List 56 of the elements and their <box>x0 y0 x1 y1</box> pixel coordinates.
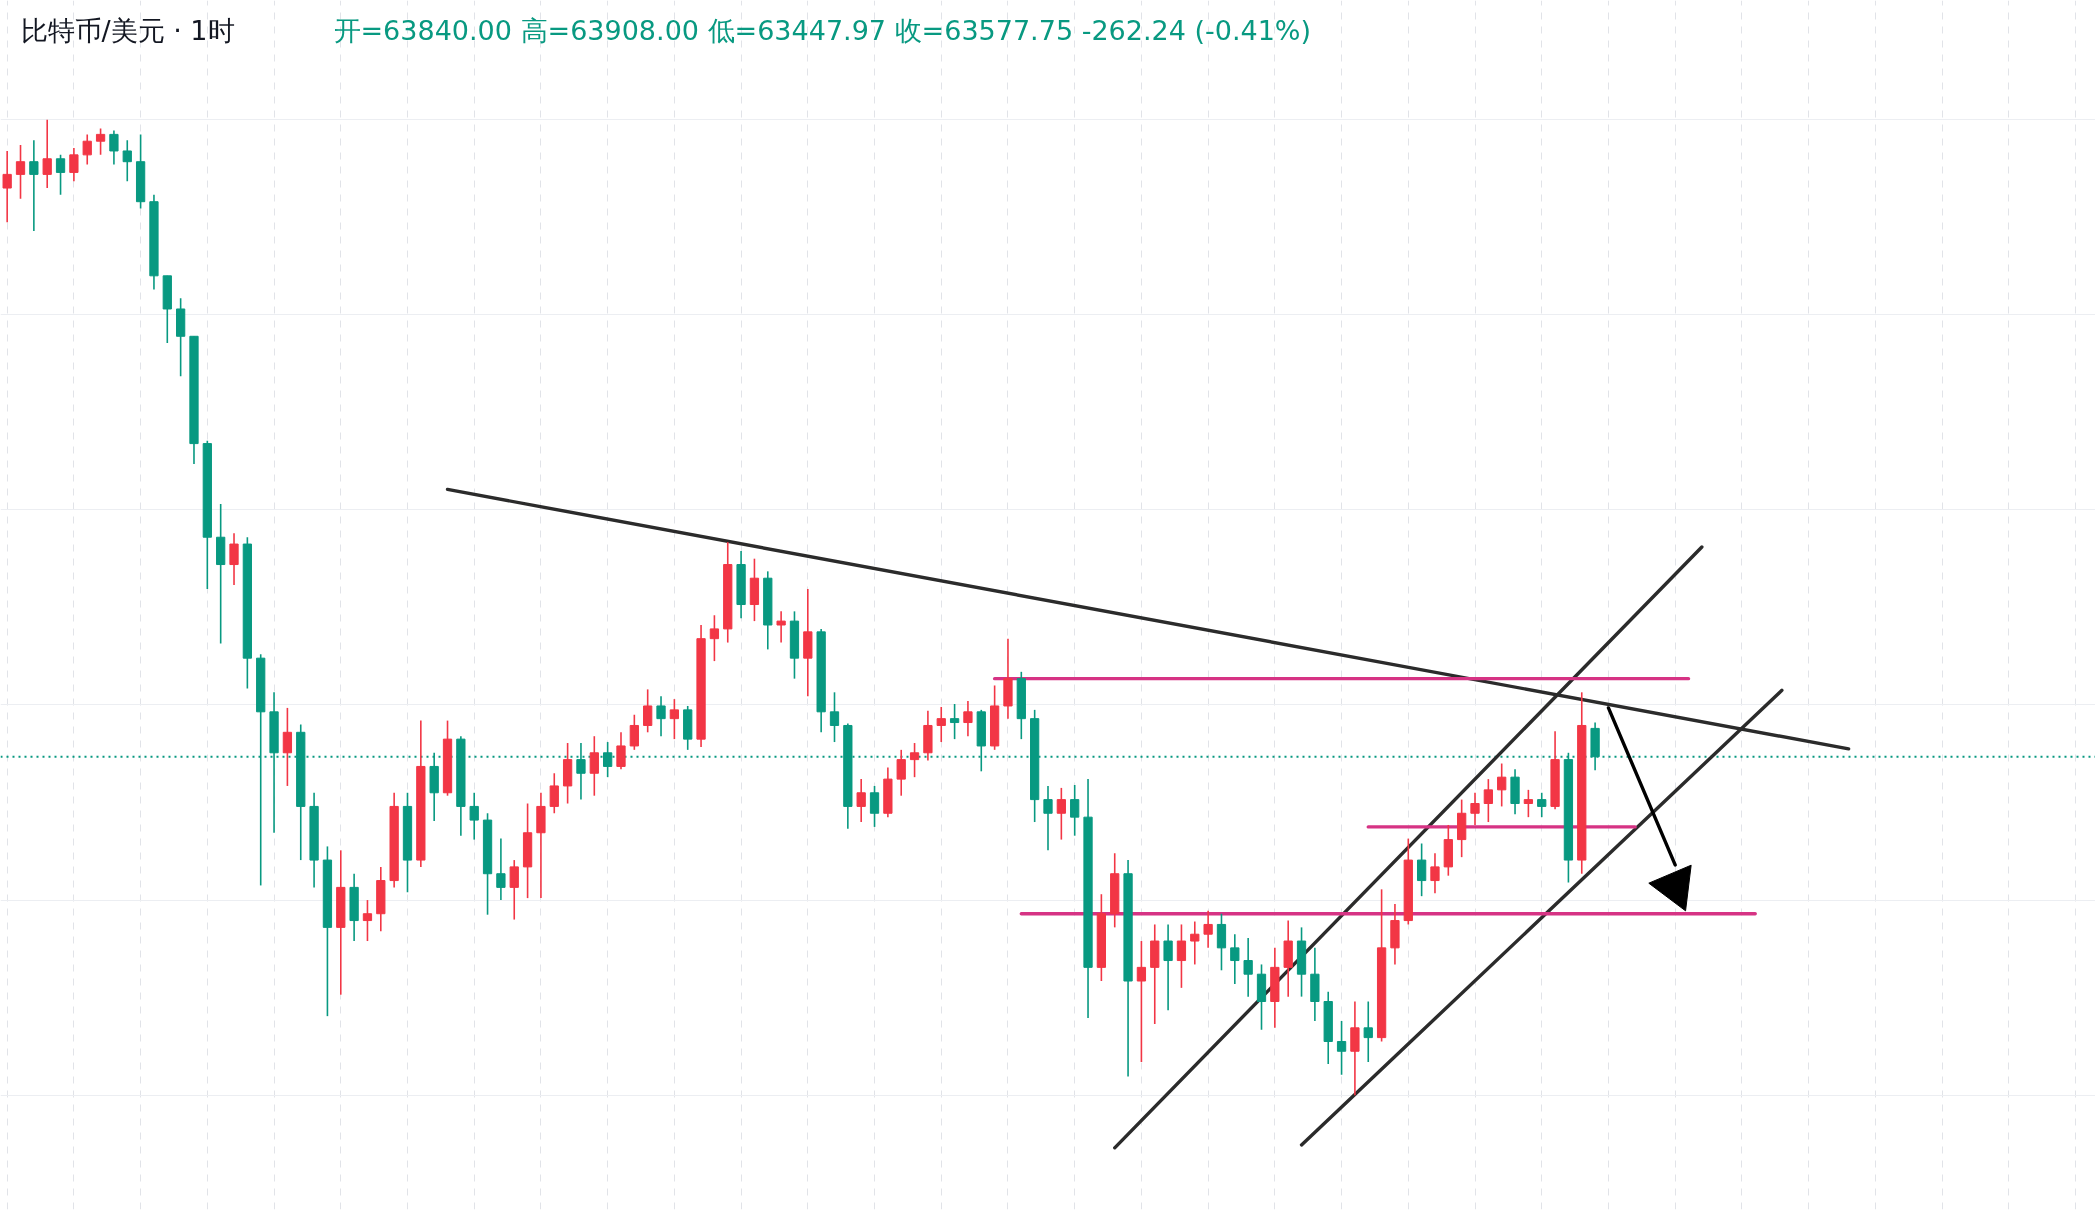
candlestick <box>949 703 960 740</box>
candlestick <box>69 147 79 182</box>
candlestick <box>1163 923 1173 1012</box>
candlestick <box>1416 842 1427 897</box>
candlestick <box>496 837 506 901</box>
candlestick <box>549 772 559 815</box>
candlestick <box>1043 785 1053 852</box>
candlestick <box>122 139 132 182</box>
candlestick <box>1336 1020 1347 1076</box>
candlestick <box>109 129 119 166</box>
candlestick <box>616 731 626 771</box>
candlestick <box>656 695 666 737</box>
candlestick <box>1203 910 1213 949</box>
candlestick <box>15 144 26 200</box>
candlestick <box>29 139 39 232</box>
candlestick <box>1136 940 1147 1063</box>
candlestick <box>1363 1000 1373 1063</box>
candlestick <box>589 735 599 797</box>
candlestick <box>362 899 373 942</box>
candlestick <box>776 610 786 644</box>
candlestick <box>896 749 906 797</box>
candlestick <box>1350 1000 1360 1096</box>
candlestick <box>55 154 66 196</box>
candlestick <box>629 713 639 751</box>
candlestick <box>1537 791 1547 818</box>
candlestick <box>509 859 519 921</box>
candlestick <box>1243 937 1253 998</box>
candlestick <box>82 133 92 166</box>
candlestick <box>643 688 653 734</box>
candlestick <box>856 778 866 823</box>
candlestick <box>869 785 880 828</box>
candlestick <box>1470 791 1480 826</box>
candlestick <box>963 700 973 737</box>
candlestick <box>909 742 920 778</box>
candlestick <box>42 118 52 189</box>
candlestick <box>1190 920 1200 966</box>
candlestick <box>1523 789 1534 818</box>
chart-subtitle: 开=63840.00 高=63908.00 低=63447.97 收=63577.75 -262.24 (-0.41%) <box>333 14 1312 46</box>
candlestick <box>1483 778 1493 823</box>
candlestick <box>95 127 106 156</box>
candlestick <box>282 707 293 787</box>
candlestick <box>1216 912 1227 972</box>
candlestick <box>669 698 680 740</box>
candlestick <box>469 791 479 841</box>
candlestick <box>709 614 720 662</box>
candlestick <box>2 150 12 223</box>
candlestick <box>1056 787 1066 841</box>
candlestick <box>1176 923 1187 989</box>
candlestick <box>1230 933 1240 985</box>
candlestick <box>829 691 840 743</box>
candlestick <box>1430 852 1440 895</box>
candlestick <box>1497 762 1507 808</box>
candlestick <box>936 706 946 743</box>
chart-title: 比特币/美元 · 1时 <box>20 14 235 46</box>
candlestick <box>229 532 239 586</box>
candlestick <box>1070 784 1080 837</box>
